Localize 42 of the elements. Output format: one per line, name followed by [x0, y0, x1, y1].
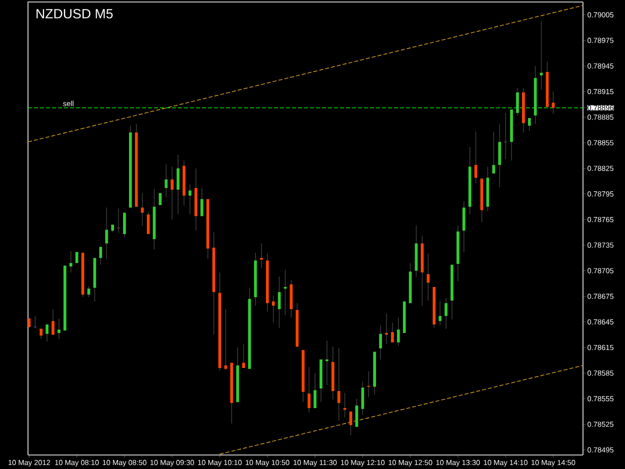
candlestick — [224, 308, 228, 370]
candlestick — [314, 372, 316, 408]
candlestick — [379, 324, 382, 360]
candlestick — [396, 317, 400, 346]
chart-title: NZDUSD M5 — [36, 8, 113, 18]
candlestick — [164, 164, 168, 198]
candlestick — [52, 308, 54, 336]
candlestick — [326, 340, 328, 386]
candlestick — [498, 124, 502, 188]
candlestick — [385, 312, 388, 344]
candlestick — [116, 208, 120, 233]
candlestick — [69, 250, 72, 273]
candlestick — [99, 246, 102, 266]
candlestick — [260, 243, 263, 269]
candlestick — [462, 201, 466, 252]
candlestick — [361, 381, 364, 416]
candlestick — [170, 166, 174, 220]
candlestick — [552, 91, 555, 114]
candlestick — [33, 316, 38, 328]
candlestick — [200, 188, 204, 217]
candlestick — [140, 192, 144, 226]
candlestick — [337, 348, 340, 422]
candlestick — [176, 154, 180, 215]
candlestick — [58, 318, 60, 340]
candlestick — [516, 88, 519, 116]
candlestick — [426, 253, 430, 301]
candlestick — [272, 295, 275, 324]
candlestick — [438, 300, 442, 326]
candlestick — [40, 328, 43, 340]
candlestick — [123, 212, 126, 238]
candlestick — [492, 131, 496, 174]
candlestick — [46, 324, 48, 342]
candlestick — [242, 344, 245, 368]
candlestick — [444, 298, 448, 330]
candlestick — [343, 392, 346, 418]
candlestick — [391, 322, 394, 343]
candlestick — [188, 184, 192, 215]
candlestick — [528, 118, 531, 132]
candlestick — [504, 112, 508, 160]
candlestick — [367, 370, 370, 398]
candlestick — [105, 207, 108, 260]
candlestick — [308, 366, 311, 413]
